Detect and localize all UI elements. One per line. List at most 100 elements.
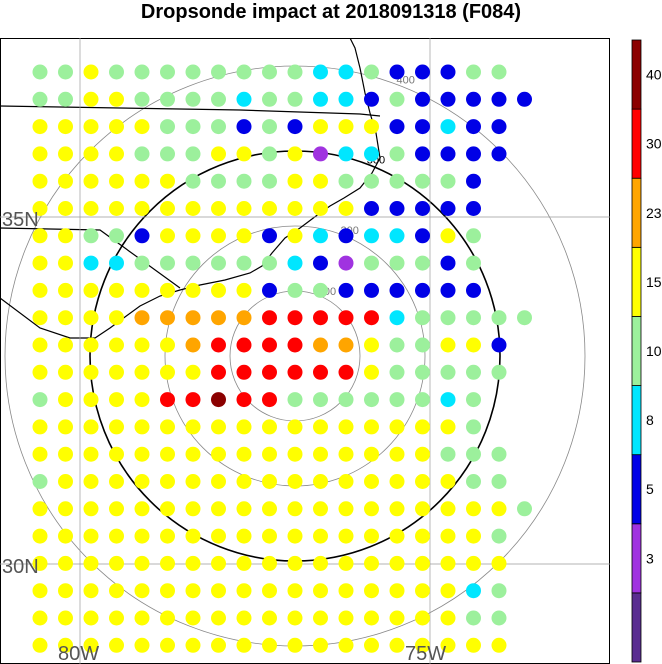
impact-dot	[236, 146, 252, 162]
impact-dot	[440, 610, 456, 626]
impact-dot	[287, 501, 303, 517]
impact-dot	[287, 282, 303, 298]
impact-dot	[58, 610, 73, 626]
impact-dot	[415, 173, 430, 189]
impact-dot	[287, 610, 303, 626]
colorbar-tick-label: 30	[646, 136, 662, 152]
impact-dot	[185, 228, 201, 244]
impact-dot	[58, 201, 73, 216]
impact-dot	[109, 310, 124, 326]
colorbar-tick-label: 40	[646, 67, 662, 83]
impact-dot	[160, 583, 175, 599]
impact-dot	[287, 419, 303, 435]
impact-dot	[364, 201, 379, 216]
impact-dot	[338, 583, 354, 599]
impact-dot	[236, 392, 252, 408]
impact-dot	[338, 282, 354, 298]
impact-dot	[440, 201, 456, 216]
impact-dot	[313, 637, 328, 653]
impact-dot	[83, 583, 99, 599]
impact-dot	[160, 555, 175, 571]
impact-dot	[338, 637, 354, 653]
impact-dot	[134, 364, 150, 380]
impact-dot	[313, 419, 328, 435]
impact-dot	[287, 392, 303, 408]
impact-dot	[32, 583, 48, 599]
impact-dot	[58, 583, 73, 599]
impact-dot	[58, 555, 73, 571]
impact-dot	[491, 91, 507, 107]
impact-dot	[389, 419, 405, 435]
impact-dot	[313, 610, 328, 626]
impact-dot	[211, 64, 226, 80]
impact-dot	[338, 501, 354, 517]
impact-dot	[389, 255, 405, 271]
impact-dot	[517, 501, 532, 517]
impact-dot	[364, 337, 379, 353]
impact-dot	[109, 392, 124, 408]
impact-dot	[262, 392, 277, 408]
impact-dot	[134, 528, 150, 544]
impact-dot	[32, 228, 48, 244]
impact-dot	[466, 392, 481, 408]
impact-dot	[160, 201, 175, 216]
impact-dot	[160, 446, 175, 462]
impact-dot	[32, 528, 48, 544]
impact-dot	[415, 255, 430, 271]
impact-dot	[517, 310, 532, 326]
impact-dot	[160, 64, 175, 80]
impact-dot	[32, 637, 48, 653]
impact-dot	[440, 555, 456, 571]
impact-dot	[313, 282, 328, 298]
lon-label-80w: 80W	[58, 643, 99, 664]
impact-dot	[211, 364, 226, 380]
impact-dot	[185, 474, 201, 489]
impact-dot	[83, 637, 99, 653]
impact-dot	[466, 64, 481, 80]
impact-dot	[364, 555, 379, 571]
impact-dot	[134, 310, 150, 326]
impact-dot	[236, 119, 252, 135]
impact-dot	[109, 364, 124, 380]
impact-dot	[134, 474, 150, 489]
impact-dot	[134, 610, 150, 626]
impact-dot	[440, 501, 456, 517]
impact-dot	[236, 64, 252, 80]
impact-dot	[466, 310, 481, 326]
impact-dot	[109, 474, 124, 489]
impact-dot	[466, 201, 481, 216]
impact-dot	[364, 255, 379, 271]
impact-dot	[160, 255, 175, 271]
impact-dot	[364, 446, 379, 462]
impact-dot	[491, 337, 507, 353]
impact-dot	[389, 310, 405, 326]
impact-dot	[185, 610, 201, 626]
impact-dot	[287, 555, 303, 571]
impact-dot	[338, 228, 354, 244]
impact-dot	[32, 173, 48, 189]
impact-dot	[440, 228, 456, 244]
impact-dot	[466, 637, 481, 653]
impact-dot	[262, 337, 277, 353]
impact-dot	[83, 419, 99, 435]
impact-dot	[466, 173, 481, 189]
impact-dot	[262, 501, 277, 517]
colorbar-box	[631, 523, 642, 594]
impact-dot	[364, 310, 379, 326]
impact-dot	[109, 419, 124, 435]
impact-dot	[287, 446, 303, 462]
impact-dot	[58, 282, 73, 298]
impact-dot	[491, 474, 507, 489]
impact-dot	[134, 419, 150, 435]
impact-dot	[338, 119, 354, 135]
impact-dot	[262, 528, 277, 544]
impact-dot	[338, 173, 354, 189]
impact-dot	[313, 528, 328, 544]
impact-dot	[440, 119, 456, 135]
impact-dot	[236, 583, 252, 599]
impact-dot	[262, 419, 277, 435]
impact-dot	[466, 501, 481, 517]
impact-dot	[236, 610, 252, 626]
impact-dot	[364, 173, 379, 189]
impact-dot	[440, 310, 456, 326]
